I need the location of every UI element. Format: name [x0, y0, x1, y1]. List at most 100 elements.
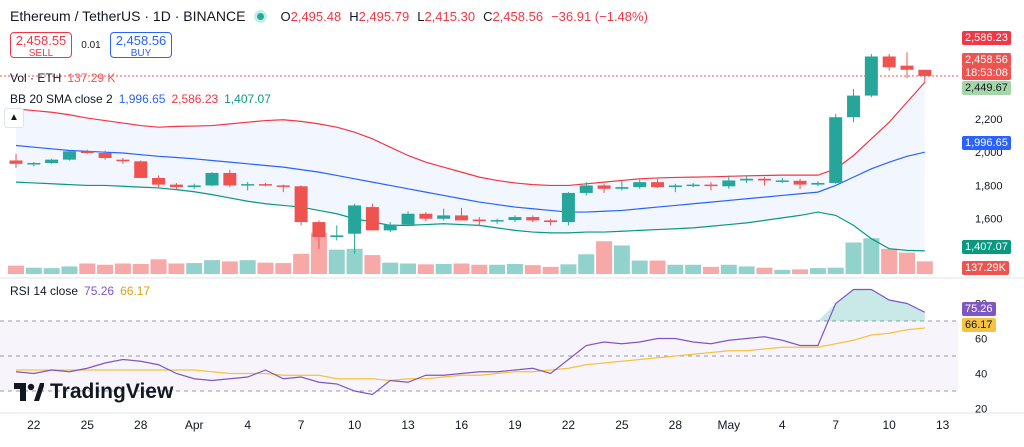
candle-body [490, 220, 504, 222]
volume-bar [649, 260, 666, 274]
volume-bar [417, 264, 434, 274]
bb-legend[interactable]: BB 20 SMA close 2 1,996.65 2,586.23 1,40… [10, 92, 271, 106]
candle-body [757, 178, 771, 181]
volume-bar [43, 268, 60, 274]
volume-bar [702, 266, 719, 274]
volume-bar [506, 263, 523, 274]
rsi-ma-tag: 66.17 [962, 318, 996, 332]
volume-bar [150, 259, 167, 274]
candle-body [294, 186, 308, 223]
collapse-legend-button[interactable]: ▲ [4, 108, 24, 128]
price-axis-label: 1,800 [975, 180, 1003, 192]
candle-body [348, 205, 362, 234]
candle-body [633, 182, 647, 188]
tradingview-logo[interactable]: TradingView [14, 380, 173, 404]
buy-button[interactable]: 2,458.56 BUY [110, 32, 172, 59]
candle-body [312, 222, 326, 238]
buy-price: 2,458.56 [115, 33, 167, 48]
trade-panel: 2,458.55 SELL 0.01 2,458.56 BUY [10, 32, 172, 59]
rsi-axis-label: 60 [975, 334, 987, 346]
candle-body [740, 178, 754, 181]
bb-basis-value: 1,996.65 [118, 92, 166, 106]
candle-body [437, 215, 451, 219]
time-axis-label: 10 [883, 418, 897, 432]
tradingview-logo-icon [14, 383, 45, 401]
candle-body [134, 161, 148, 178]
volume-bar [346, 248, 363, 274]
candle-body [508, 217, 522, 221]
volume-bar [524, 265, 541, 274]
time-axis-label: 28 [669, 418, 683, 432]
rsi-legend-name: RSI 14 close [10, 284, 79, 298]
chart-header: Ethereum / TetherUS · 1D · BINANCE O2,49… [10, 8, 648, 24]
bb-upper-tag: 2,586.23 [962, 31, 1011, 45]
bb-upper-value: 2,586.23 [171, 92, 219, 106]
volume-bar [435, 263, 452, 274]
volume-bar [578, 254, 595, 274]
candle-body [597, 185, 611, 189]
rsi-overbought-fill [16, 289, 925, 321]
rsi-ma-value: 66.17 [120, 284, 151, 298]
volume-legend-value: 137.29 K [67, 71, 116, 85]
rsi-ma-line [16, 327, 925, 382]
price-axis-label: 2,200 [975, 114, 1003, 126]
candle-body [472, 219, 486, 222]
ohlc-high: H2,495.79 [349, 8, 410, 24]
candle-body [864, 56, 878, 96]
volume-bar [168, 263, 185, 274]
volume-bar [114, 263, 131, 274]
volume-bar [204, 260, 221, 274]
candle-body [722, 180, 736, 187]
time-axis-label: 4 [244, 418, 251, 432]
symbol-title[interactable]: Ethereum / TetherUS · 1D · BINANCE [10, 8, 246, 24]
time-axis-label: 28 [134, 418, 148, 432]
volume-legend[interactable]: Vol · ETH 137.29 K [10, 71, 115, 85]
ohlc-close: C2,458.56 [483, 8, 544, 24]
candle-body [365, 207, 379, 231]
volume-bar [471, 264, 488, 274]
sell-button[interactable]: 2,458.55 SELL [10, 32, 72, 59]
candle-body [900, 65, 914, 70]
last-price-tag: 2,458.56 [962, 53, 1011, 67]
candle-body [615, 187, 629, 189]
bb-lower-tag: 1,407.07 [962, 240, 1011, 254]
volume-bar [8, 265, 24, 274]
ohlc-change: −36.91 (−1.48%) [551, 8, 648, 24]
candle-body [223, 172, 237, 186]
rsi-tag: 75.26 [962, 302, 996, 316]
buy-label: BUY [130, 48, 152, 59]
volume-bar [489, 264, 506, 274]
volume-tag: 137.29K [962, 261, 1009, 275]
candle-body [704, 184, 718, 187]
candle-body [9, 160, 23, 164]
time-axis-label: 22 [562, 418, 576, 432]
volume-bar [79, 263, 96, 274]
volume-bar [596, 241, 613, 274]
candle-body [276, 185, 290, 187]
candle-body [187, 185, 201, 188]
candle-body [811, 182, 825, 185]
time-axis-label: May [717, 418, 740, 432]
candle-body [668, 185, 682, 188]
volume-bar [25, 267, 42, 274]
time-axis-label: 13 [401, 418, 415, 432]
volume-bar [792, 269, 809, 274]
time-axis-label: 7 [298, 418, 305, 432]
volume-bar [293, 253, 310, 274]
volume-bar [364, 255, 381, 274]
candle-body [847, 95, 861, 118]
bb-upper-line [15, 81, 926, 187]
time-axis-label: 16 [455, 418, 469, 432]
volume-legend-name: Vol · ETH [10, 71, 62, 85]
rsi-band-fill [0, 321, 958, 391]
volume-bar [221, 261, 238, 274]
volume-bar [809, 268, 826, 274]
candle-body [686, 184, 700, 187]
candle-body [561, 192, 575, 223]
bb-legend-name: BB 20 SMA close 2 [10, 92, 113, 106]
volume-bar [863, 238, 880, 274]
time-axis-label: 25 [615, 418, 629, 432]
volume-bar [827, 267, 844, 274]
rsi-legend[interactable]: RSI 14 close 75.26 66.17 [10, 284, 150, 298]
